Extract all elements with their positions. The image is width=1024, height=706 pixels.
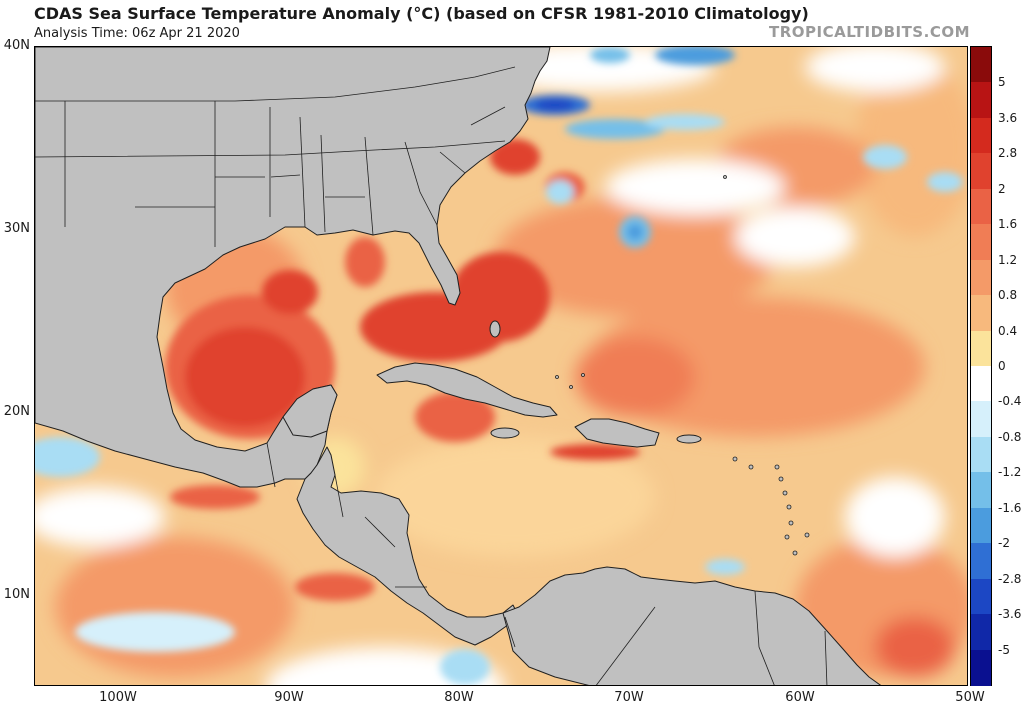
- lat-label-30n: 30N: [3, 221, 30, 236]
- colorbar-step: [971, 295, 991, 332]
- colorbar-tick-label: 2: [998, 181, 1006, 196]
- map-canvas: [35, 47, 967, 685]
- central-america-land: [296, 446, 520, 646]
- puerto-rico-land: [676, 434, 702, 444]
- colorbar-tick-label: -5: [998, 642, 1010, 657]
- colorbar-step: [971, 82, 991, 119]
- colorbar-tick-label: 1.2: [998, 252, 1018, 267]
- colorbar-tick-label: -1.6: [998, 500, 1022, 515]
- lon-label-80w: 80W: [444, 690, 474, 705]
- colorbar-step: [971, 330, 991, 367]
- colorbar-step: [971, 259, 991, 296]
- lon-label-90w: 90W: [274, 690, 304, 705]
- colorbar-tick-label: -2.8: [998, 571, 1022, 586]
- colorbar-tick-label: -2: [998, 536, 1010, 551]
- colorbar-step: [971, 47, 991, 84]
- colorbar-tick-label: 0.8: [998, 288, 1018, 303]
- colorbar-tick-label: 3.6: [998, 110, 1018, 125]
- colorbar-step: [971, 614, 991, 651]
- cuba-land: [376, 362, 558, 418]
- hispaniola-land: [574, 418, 660, 448]
- north-america-land: [35, 47, 551, 488]
- analysis-time: Analysis Time: 06z Apr 21 2020: [34, 26, 240, 41]
- lat-label-40n: 40N: [3, 38, 30, 53]
- land: [35, 47, 882, 685]
- colorbar-step: [971, 578, 991, 615]
- colorbar-step: [971, 188, 991, 225]
- colorbar-tick-label: 0.4: [998, 323, 1018, 338]
- colorbar-step: [971, 649, 991, 686]
- colorbar-tick-label: -1.2: [998, 465, 1022, 480]
- jamaica-land: [490, 427, 520, 439]
- colorbar-step: [971, 153, 991, 190]
- lesser-antilles: [555, 175, 810, 556]
- lon-label-60w: 60W: [785, 690, 815, 705]
- colorbar-tick-label: 2.8: [998, 146, 1018, 161]
- colorbar-step: [971, 472, 991, 509]
- credit-watermark: TROPICALTIDBITS.COM: [769, 23, 970, 41]
- yucatan-land: [282, 384, 338, 438]
- lat-label-20n: 20N: [3, 404, 30, 419]
- lon-label-50w: 50W: [955, 690, 985, 705]
- map-title: CDAS Sea Surface Temperature Anomaly (°C…: [34, 4, 809, 23]
- lon-label-100w: 100W: [99, 690, 137, 705]
- colorbar-step: [971, 543, 991, 580]
- colorbar-tick-label: 5: [998, 75, 1006, 90]
- bahamas-land: [489, 320, 501, 338]
- colorbar-step: [971, 366, 991, 403]
- colorbar-step: [971, 436, 991, 473]
- political-borders: [35, 66, 828, 685]
- colorbar-step: [971, 401, 991, 438]
- colorbar-tick-label: 0: [998, 359, 1006, 373]
- colorbar-step: [971, 117, 991, 154]
- colorbar-tick-label: -0.4: [998, 394, 1022, 409]
- sst-anomaly-map: [34, 46, 968, 686]
- colorbar-tick-label: -3.6: [998, 607, 1022, 622]
- colorbar-step: [971, 507, 991, 544]
- colorbar: [970, 46, 992, 686]
- lon-label-70w: 70W: [614, 690, 644, 705]
- lat-label-10n: 10N: [3, 587, 30, 602]
- south-america-land: [502, 566, 882, 685]
- colorbar-tick-label: 1.6: [998, 217, 1018, 232]
- anomaly-features: [35, 47, 963, 685]
- colorbar-step: [971, 224, 991, 261]
- colorbar-tick-label: -0.8: [998, 429, 1022, 444]
